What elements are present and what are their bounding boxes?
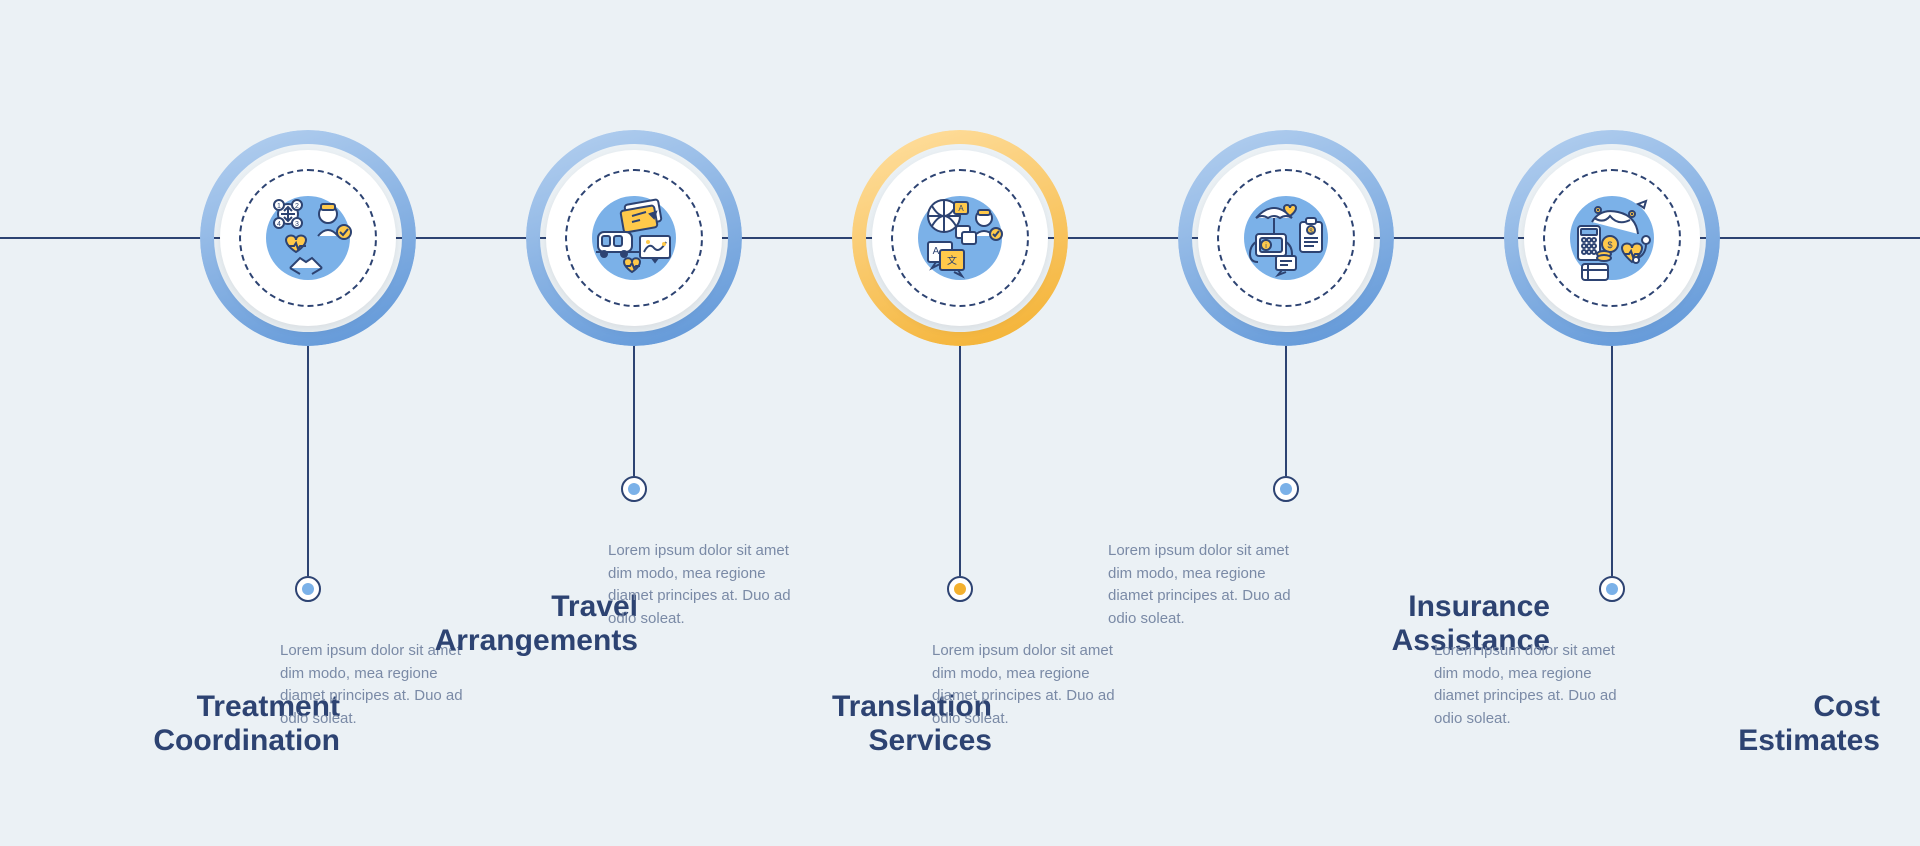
insurance-assistance-icon: $ i — [1226, 178, 1346, 298]
node-travel — [526, 130, 742, 602]
svg-text:$: $ — [1607, 240, 1612, 250]
ring-translation: A A 文 — [852, 130, 1068, 346]
disc-translation: A A 文 — [872, 150, 1048, 326]
svg-text:A: A — [933, 246, 940, 257]
infographic-nodes-row: 1 2 4 3 — [0, 130, 1920, 602]
title-cost: Cost Estimates — [1738, 690, 1880, 757]
travel-arrangements-icon — [574, 178, 694, 298]
stem-cost — [1611, 346, 1613, 576]
body-cost: Lorem ipsum dolor sit amet dim modo, mea… — [1434, 640, 1634, 730]
svg-text:3: 3 — [295, 221, 299, 228]
disc-treatment: 1 2 4 3 — [220, 150, 396, 326]
body-translation: Lorem ipsum dolor sit amet dim modo, mea… — [932, 640, 1132, 730]
svg-text:2: 2 — [295, 203, 299, 210]
dashed-circle-translation: A A 文 — [891, 169, 1029, 307]
translation-services-icon: A A 文 — [900, 178, 1020, 298]
dashed-circle-insurance: $ i — [1217, 169, 1355, 307]
stem-translation — [959, 346, 961, 576]
ring-treatment: 1 2 4 3 — [200, 130, 416, 346]
node-treatment: 1 2 4 3 — [200, 130, 416, 602]
dot-travel — [621, 476, 647, 502]
stem-treatment — [307, 346, 309, 576]
cost-estimates-icon: $ — [1552, 178, 1672, 298]
dashed-circle-travel — [565, 169, 703, 307]
node-insurance: $ i — [1178, 130, 1394, 602]
svg-text:A: A — [958, 204, 964, 213]
dot-translation — [947, 576, 973, 602]
ring-cost: $ — [1504, 130, 1720, 346]
svg-text:4: 4 — [277, 221, 281, 228]
svg-text:文: 文 — [947, 254, 957, 267]
body-cost-wrap: Lorem ipsum dolor sit amet dim modo, mea… — [1434, 640, 1694, 730]
stem-travel — [633, 346, 635, 476]
ring-travel — [526, 130, 742, 346]
disc-insurance: $ i — [1198, 150, 1374, 326]
dot-cost — [1599, 576, 1625, 602]
ring-insurance: $ i — [1178, 130, 1394, 346]
stem-insurance — [1285, 346, 1287, 476]
dashed-circle-treatment: 1 2 4 3 — [239, 169, 377, 307]
body-translation-wrap: Lorem ipsum dolor sit amet dim modo, mea… — [932, 640, 1192, 730]
dot-insurance — [1273, 476, 1299, 502]
treatment-coordination-icon: 1 2 4 3 — [248, 178, 368, 298]
svg-text:1: 1 — [277, 203, 281, 210]
node-cost: $ — [1504, 130, 1720, 602]
dot-treatment — [295, 576, 321, 602]
dashed-circle-cost: $ — [1543, 169, 1681, 307]
disc-travel — [546, 150, 722, 326]
disc-cost: $ — [1524, 150, 1700, 326]
node-translation: A A 文 — [852, 130, 1068, 602]
